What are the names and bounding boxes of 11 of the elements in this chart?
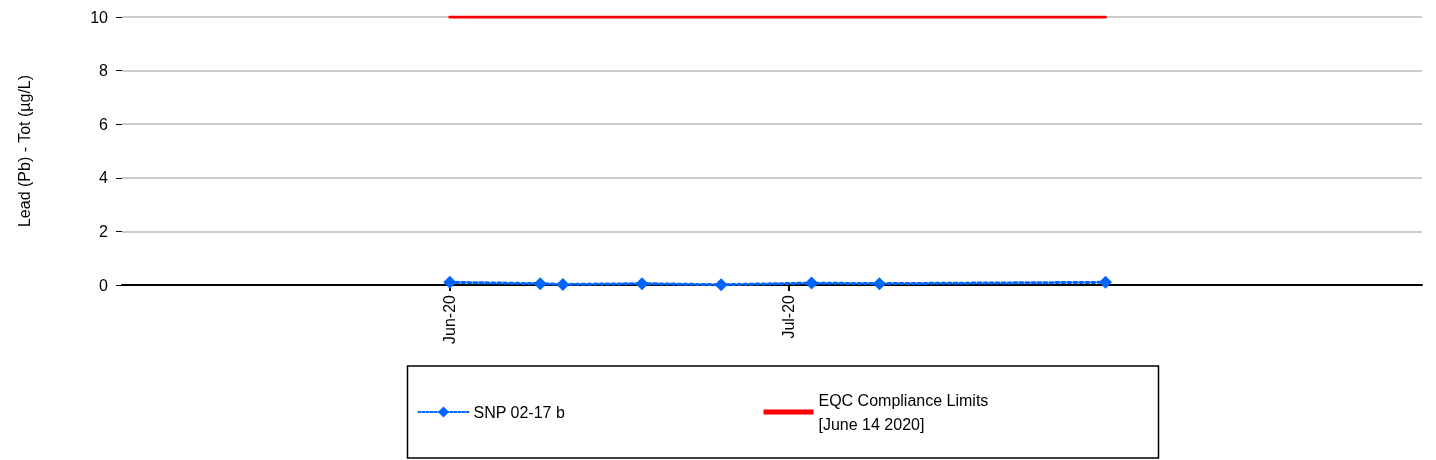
x-tick-label: Jun-20 (441, 294, 459, 344)
y-tick-label: 8 (99, 62, 109, 80)
legend-label: EQC Compliance Limits [June 14 2020] (818, 391, 993, 433)
y-tick-label: 6 (99, 115, 109, 133)
y-tick-label: 2 (99, 222, 109, 240)
y-tick-label: 4 (99, 169, 109, 187)
x-tick-label: Jul-20 (780, 294, 798, 339)
legend-label: SNP 02-17 b (473, 403, 565, 421)
y-axis-title: Lead (Pb) - Tot (µg/L) (15, 74, 33, 228)
y-tick-label: 0 (99, 276, 109, 294)
y-tick-label: 10 (90, 8, 109, 26)
